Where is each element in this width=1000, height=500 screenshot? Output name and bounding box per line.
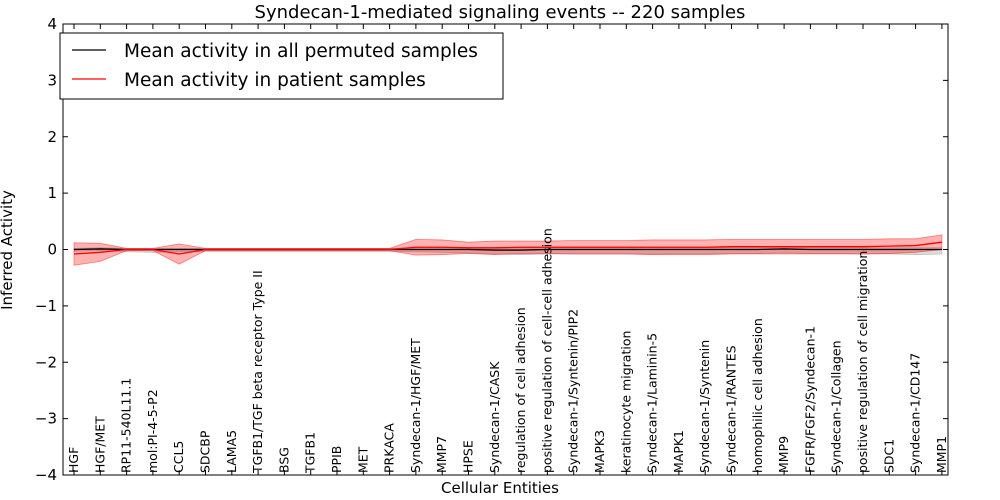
legend: Mean activity in all permuted samples Me… <box>59 32 504 100</box>
x-axis-ticks <box>73 24 943 475</box>
y-tick-label: −1 <box>35 297 57 315</box>
category-label: MAPK3 <box>592 430 607 473</box>
category-label: mol:PI-4-5-P2 <box>145 389 160 473</box>
y-axis-ticks: −4 −3 −2 −1 0 1 2 3 4 <box>35 15 948 484</box>
x-axis-title: Cellular Entities <box>441 479 559 497</box>
category-label: Syndecan-1/CASK <box>487 361 502 473</box>
category-label: Syndecan-1/Collagen <box>829 340 844 473</box>
category-label: PRKACA <box>382 423 397 473</box>
y-tick-label: 2 <box>47 128 57 146</box>
category-label: TGFB1/TGF beta receptor Type II <box>250 270 265 474</box>
y-tick-label: −4 <box>35 466 57 484</box>
category-label: TGFB1 <box>303 432 318 474</box>
category-label: SDCBP <box>198 430 213 473</box>
legend-label-permuted: Mean activity in all permuted samples <box>124 41 478 62</box>
y-tick-label: 4 <box>47 15 57 33</box>
category-label: Syndecan-1/HGF/MET <box>408 338 423 473</box>
category-label: LAMA5 <box>224 430 239 473</box>
legend-label-patient: Mean activity in patient samples <box>124 70 426 91</box>
category-label: Syndecan-1/CD147 <box>908 353 923 473</box>
category-label: MMP9 <box>776 436 791 473</box>
category-label: HPSE <box>461 440 476 473</box>
category-labels: HGF HGF/MET RP11-540L11.1 mol:PI-4-5-P2 CCL5… <box>66 228 949 474</box>
category-label: positive regulation of cell-cell adhesio… <box>539 228 554 473</box>
category-label: Syndecan-1/Laminin-5 <box>645 333 660 473</box>
y-tick-label: 3 <box>47 71 57 89</box>
category-label: HGF/MET <box>92 416 107 473</box>
category-label: Syndecan-1/Syntenin <box>697 340 712 473</box>
patient-mean-line <box>73 241 942 255</box>
category-label: CCL5 <box>171 441 186 473</box>
category-label: BSG <box>276 447 291 473</box>
y-tick-label: −2 <box>35 353 57 371</box>
category-label: positive regulation of cell migration <box>855 251 870 473</box>
category-label: MMP1 <box>934 436 949 473</box>
chart-title: Syndecan-1-mediated signaling events -- … <box>255 2 746 23</box>
category-label: MMP7 <box>434 436 449 473</box>
legend-box <box>59 32 504 100</box>
category-label: FGFR/FGF2/Syndecan-1 <box>802 326 817 473</box>
category-label: Syndecan-1/RANTES <box>724 345 739 473</box>
category-label: keratinocyte migration <box>618 331 633 473</box>
y-tick-label: −3 <box>35 410 57 428</box>
category-label: MAPK1 <box>671 430 686 473</box>
series-lines <box>73 241 942 255</box>
y-tick-label: 1 <box>47 184 57 202</box>
category-label: MET <box>355 446 370 473</box>
category-label: SDC1 <box>881 439 896 473</box>
category-label: regulation of cell adhesion <box>513 307 528 473</box>
category-label: Syndecan-1/Syntenin/PIP2 <box>566 309 581 473</box>
category-label: homophilic cell adhesion <box>750 318 765 473</box>
category-label: PPIB <box>329 446 344 473</box>
y-tick-label: 0 <box>47 241 57 259</box>
y-axis-title: Inferred Activity <box>0 190 16 310</box>
category-label: RP11-540L11.1 <box>119 378 134 473</box>
category-label: HGF <box>66 447 81 473</box>
